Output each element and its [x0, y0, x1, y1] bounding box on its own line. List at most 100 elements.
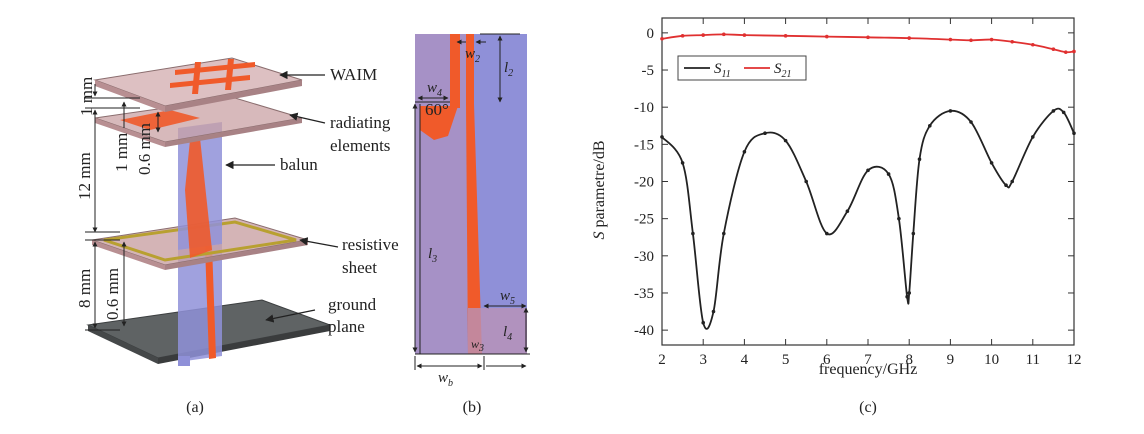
resistive-sheet-edge [92, 240, 165, 270]
y-tick-label: -35 [634, 286, 654, 302]
x-tick-label: 10 [984, 352, 999, 368]
data-point-s21 [948, 37, 953, 42]
data-point-s11 [763, 131, 767, 135]
ground-notch [468, 308, 527, 354]
data-point-s11 [897, 216, 901, 221]
dim-0-6mm-upper: 0.6 mm [135, 123, 154, 175]
balun-stub [178, 356, 190, 366]
data-point-s11 [948, 109, 953, 113]
label-resistive: resistive [342, 235, 399, 254]
data-point-s11 [928, 123, 932, 128]
data-point-s21 [989, 37, 994, 42]
resistive-sheet-edge2 [165, 240, 308, 270]
radiating-layer-edge [95, 118, 165, 147]
caption-c: (c) [859, 399, 877, 416]
radiating-layer-edge2 [165, 118, 302, 147]
angle-label: 60° [425, 100, 449, 119]
data-point-s11 [1004, 183, 1008, 188]
feed-line-right [466, 34, 474, 104]
label-sheet: sheet [342, 258, 377, 277]
panel-b-dim-lines [412, 33, 530, 370]
label-balun: balun [280, 155, 318, 174]
x-axis-label: frequency/GHz [819, 361, 918, 378]
data-point-s11 [886, 172, 891, 176]
data-point-s21 [1072, 49, 1076, 54]
y-tick-label: -15 [634, 137, 654, 153]
x-tick-label: 9 [947, 352, 955, 368]
callout-arrows [225, 70, 339, 323]
data-point-s11 [866, 168, 870, 173]
dim-0-6mm-lower: 0.6 mm [103, 268, 122, 320]
y-tick-label: -5 [642, 63, 655, 79]
data-point-s11 [742, 149, 747, 154]
data-point-s21 [1031, 42, 1035, 47]
data-point-s11 [660, 135, 664, 139]
data-point-s21 [660, 37, 664, 41]
data-point-s21 [1063, 50, 1068, 54]
label-ground: ground [328, 295, 377, 314]
data-point-s11 [691, 231, 695, 236]
data-point-s21 [1051, 47, 1056, 52]
data-point-s11 [911, 231, 916, 236]
data-point-s21 [866, 35, 870, 40]
data-point-s21 [907, 36, 911, 40]
data-point-s11 [1072, 131, 1076, 135]
waim-pattern [170, 59, 255, 94]
x-tick-label: 3 [699, 352, 707, 368]
dim-1mm-top: 1 mm [77, 77, 96, 116]
y-tick-label: -10 [634, 100, 654, 116]
chart-ticks: 2 3 4 5 6 7 8 9 10 11 12 0 -5 -10 -15 -20 -25 -30 -35 -40 [634, 18, 1082, 368]
data-point-s11 [701, 320, 705, 325]
data-point-s11 [680, 161, 685, 165]
dim-w5: w5 [500, 288, 515, 307]
data-point-s11 [917, 157, 922, 162]
dim-12mm: 12 mm [75, 152, 94, 200]
feed-line-left [450, 34, 460, 108]
waim-layer-edge [95, 80, 165, 112]
y-tick-label: -20 [634, 175, 654, 191]
dim-1mm-inner: 1 mm [112, 133, 131, 172]
y-tick-label: -30 [634, 249, 654, 265]
data-point-s11 [907, 291, 911, 295]
balun-board-left [415, 34, 469, 354]
balun-strip-upper [185, 138, 212, 258]
data-point-s21 [825, 34, 829, 39]
y-tick-label: -40 [634, 323, 654, 339]
balun-strip-lower [205, 245, 216, 359]
dim-w4: w4 [427, 80, 442, 99]
chart-legend: S11 S21 [677, 55, 807, 81]
waim-layer-edge2 [165, 80, 302, 112]
data-point-s11 [969, 120, 973, 124]
ground-plane-edge-left [88, 325, 158, 364]
caption-b: (b) [463, 399, 482, 416]
dim-w2: w2 [465, 46, 480, 65]
data-point-s21 [742, 33, 747, 37]
tapered-strip [466, 104, 482, 354]
dimension-lines [85, 84, 161, 331]
y-tick-label: -25 [634, 212, 654, 228]
data-point-s11 [825, 231, 829, 236]
dim-wb: wb [438, 370, 453, 389]
data-point-s21 [783, 34, 788, 38]
data-point-s11 [1010, 179, 1014, 184]
data-point-s21 [722, 32, 726, 37]
x-tick-label: 11 [1026, 352, 1040, 368]
x-tick-label: 2 [658, 352, 666, 368]
data-point-s11 [1061, 110, 1066, 115]
dim-w3: w3 [471, 337, 484, 354]
chart-series [660, 32, 1076, 330]
data-point-s11 [722, 231, 726, 236]
x-tick-label: 6 [823, 352, 831, 368]
data-point-s21 [969, 38, 973, 43]
y-axis-label: S parametre/dB [591, 140, 608, 239]
y-tick-label: 0 [647, 26, 655, 42]
data-point-s11 [1031, 135, 1035, 139]
data-point-s11 [905, 294, 909, 299]
dim-8mm: 8 mm [75, 269, 94, 308]
data-point-s21 [1010, 39, 1014, 44]
x-tick-label: 5 [782, 352, 790, 368]
series-line-s11 [661, 107, 1075, 330]
taper-section [420, 106, 458, 140]
data-point-s11 [989, 161, 994, 165]
